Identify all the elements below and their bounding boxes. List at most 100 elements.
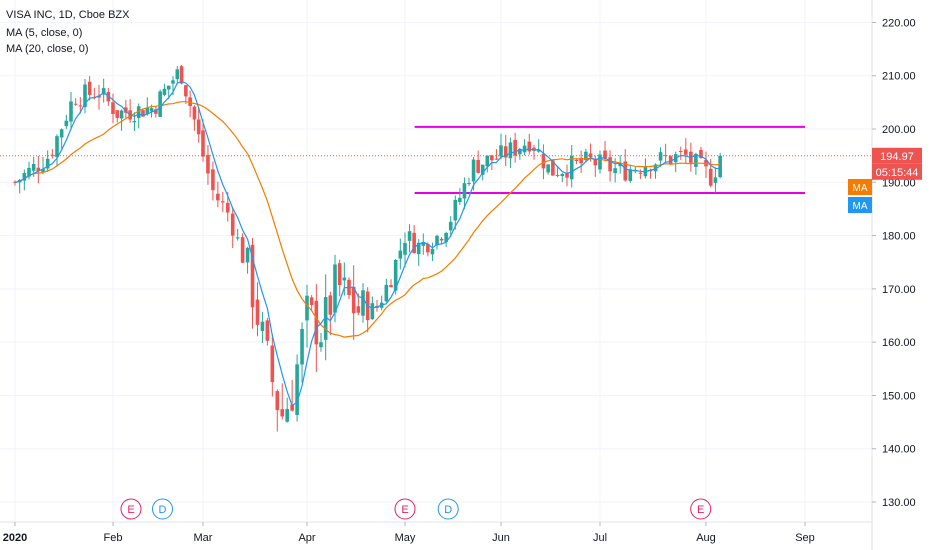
earnings-marker-circle xyxy=(394,498,416,520)
candle-body xyxy=(22,173,27,181)
last-price-badge: 194.97 xyxy=(872,147,922,164)
candle-body xyxy=(351,286,356,314)
candle-body xyxy=(393,259,398,291)
ma5-badge-bg xyxy=(848,197,872,213)
candle-body xyxy=(416,242,421,255)
time-tick-label: Apr xyxy=(298,532,315,544)
candle-body xyxy=(708,168,713,186)
candle-body xyxy=(124,107,128,113)
earnings-marker-circle xyxy=(690,498,712,520)
moving-averages xyxy=(14,80,721,407)
candle-body xyxy=(260,321,265,332)
candle-body xyxy=(333,264,337,313)
legend-ma5[interactable]: MA (5, close, 0) xyxy=(6,27,82,39)
dividend-marker-label: D xyxy=(444,504,452,516)
candle-body xyxy=(653,164,658,172)
ma5-badge-text: MA xyxy=(853,201,868,212)
candle-body xyxy=(245,247,250,263)
dividend-marker[interactable]: D xyxy=(152,498,173,520)
candle-body xyxy=(480,164,485,175)
candle-body xyxy=(389,285,393,288)
candle-body xyxy=(536,149,541,152)
candle-body xyxy=(175,69,180,80)
time-tick-label: May xyxy=(395,532,416,544)
candle-body xyxy=(290,404,294,411)
price-tick-label: 190.00 xyxy=(882,177,916,189)
channel-lines xyxy=(414,125,805,194)
earnings-marker[interactable]: E xyxy=(394,498,416,520)
candle-body xyxy=(494,158,499,160)
candle-body xyxy=(588,153,593,158)
candle-body xyxy=(154,109,158,114)
time-tick-label: Jul xyxy=(593,532,607,544)
candle-body xyxy=(628,169,633,181)
candles xyxy=(13,65,722,432)
candle-body xyxy=(593,159,598,166)
candle-body xyxy=(323,297,328,340)
candle-body xyxy=(522,145,527,153)
candle-body xyxy=(613,168,617,174)
candle-body xyxy=(668,156,673,164)
candle-body xyxy=(426,244,430,253)
candle-body xyxy=(328,295,333,315)
legend-ma20[interactable]: MA (20, close, 0) xyxy=(6,43,89,55)
candle-body xyxy=(370,303,375,320)
candle-body xyxy=(78,105,83,107)
candle-body xyxy=(295,364,299,415)
candle-body xyxy=(663,155,668,157)
candle-body xyxy=(584,151,588,160)
legend-symbol[interactable]: VISA INC, 1D, Cboe BZX xyxy=(6,9,130,21)
ma20-badge-bg xyxy=(848,179,872,195)
candle-body xyxy=(285,408,289,422)
candle-body xyxy=(255,299,260,325)
countdown-badge: 05:15:44 xyxy=(872,163,922,180)
candle-body xyxy=(305,295,309,321)
countdown-badge-text: 05:15:44 xyxy=(876,167,919,179)
candle-body xyxy=(115,110,120,118)
candle-body xyxy=(319,342,323,348)
candle-body xyxy=(59,129,64,138)
candle-body xyxy=(221,201,225,203)
price-tick-label: 150.00 xyxy=(882,390,916,402)
candle-body xyxy=(403,242,407,255)
price-tick-label: 160.00 xyxy=(882,337,916,349)
candle-body xyxy=(356,306,361,313)
candle-body xyxy=(532,147,536,151)
time-tick-label: Aug xyxy=(696,532,716,544)
candle-body xyxy=(541,153,546,169)
candle-body xyxy=(718,155,722,178)
candle-body xyxy=(361,290,365,316)
legend: VISA INC, 1D, Cboe BZX MA (5, close, 0) … xyxy=(6,9,130,55)
candle-body xyxy=(83,84,87,108)
candle-body xyxy=(192,106,197,120)
earnings-marker-label: E xyxy=(697,504,704,516)
candle-body xyxy=(275,391,280,411)
price-tick-label: 220.00 xyxy=(882,17,916,29)
candle-body xyxy=(149,108,154,112)
candle-body xyxy=(508,142,513,159)
candle-body xyxy=(565,173,569,178)
dividend-marker-circle xyxy=(152,498,173,520)
earnings-marker[interactable]: E xyxy=(120,498,142,520)
price-tick-label: 180.00 xyxy=(882,231,916,243)
candle-body xyxy=(453,199,458,221)
price-tick-label: 140.00 xyxy=(882,444,916,456)
dividend-marker-circle xyxy=(437,498,459,520)
candle-body xyxy=(658,152,663,161)
ma20-badge-text: MA xyxy=(853,183,868,194)
candle-body xyxy=(27,167,31,177)
candle-body xyxy=(50,154,55,156)
candle-body xyxy=(713,177,718,183)
earnings-marker[interactable]: E xyxy=(690,498,712,520)
price-axis: 130.00 140.00 150.00 160.00 170.00 180.00 190.… xyxy=(871,0,916,550)
candle-body xyxy=(337,263,342,286)
candle-body xyxy=(101,88,106,95)
candle-body xyxy=(230,213,235,236)
dividend-marker[interactable]: D xyxy=(437,498,459,520)
candle-body xyxy=(314,300,319,345)
candle-body xyxy=(458,197,462,202)
time-axis: 2020 Feb Mar Apr May Jun Jul Aug Sep xyxy=(0,521,872,544)
candle-body xyxy=(196,119,201,135)
